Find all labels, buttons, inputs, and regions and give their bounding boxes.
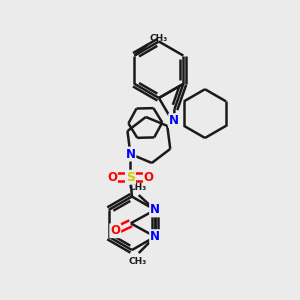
Text: CH₃: CH₃ bbox=[128, 182, 146, 191]
Text: CH₃: CH₃ bbox=[149, 34, 168, 43]
Text: N: N bbox=[125, 148, 135, 160]
Text: O: O bbox=[144, 171, 154, 184]
Text: N: N bbox=[169, 114, 179, 127]
Text: S: S bbox=[126, 171, 135, 184]
Text: N: N bbox=[150, 230, 160, 243]
Text: CH₃: CH₃ bbox=[128, 256, 146, 266]
Text: O: O bbox=[107, 171, 117, 184]
Text: O: O bbox=[110, 224, 120, 237]
Text: N: N bbox=[150, 203, 160, 216]
